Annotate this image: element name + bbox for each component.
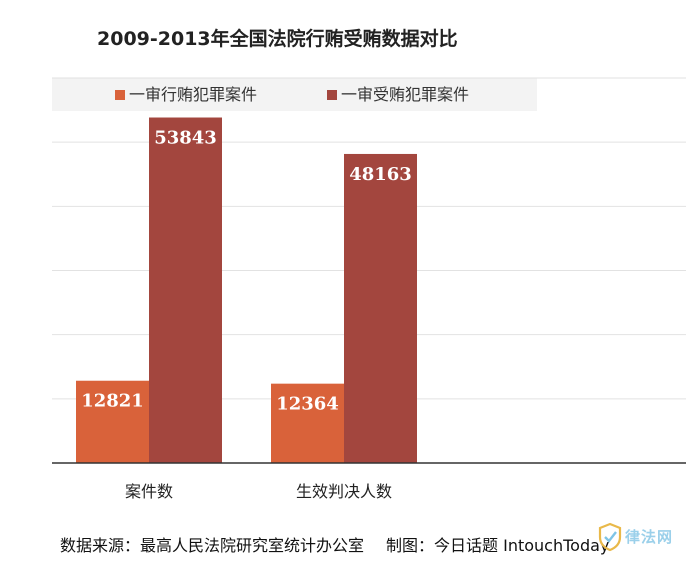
bar-value-label: 53843 xyxy=(154,128,217,149)
x-tick-label: 案件数 xyxy=(125,482,173,501)
x-tick-label: 生效判决人数 xyxy=(296,482,392,501)
source-note: 数据来源：最高人民法院研究室统计办公室 xyxy=(60,536,365,555)
bar-value-label: 12364 xyxy=(276,394,339,415)
bars xyxy=(76,117,417,463)
shield-logo-icon xyxy=(598,522,622,552)
legend-swatch xyxy=(327,90,337,100)
legend: 一审行贿犯罪案件 一审受贿犯罪案件 xyxy=(115,85,469,104)
legend-swatch xyxy=(115,90,125,100)
bar-bribe-giving-0 xyxy=(76,380,149,463)
value-labels: 12821 53843 12364 48163 xyxy=(81,128,412,415)
bar-bribe-taking-1 xyxy=(344,153,417,463)
legend-entry: 一审受贿犯罪案件 xyxy=(341,85,469,104)
bar-bribe-taking-0 xyxy=(149,117,222,463)
watermark-text: 律法网 xyxy=(625,528,674,546)
chart-title: 2009-2013年全国法院行贿受贿数据对比 xyxy=(97,28,458,50)
bar-value-label: 48163 xyxy=(349,164,412,185)
chart-credit: 制图：今日话题 IntouchToday xyxy=(386,536,610,555)
x-tick-labels: 案件数 生效判决人数 xyxy=(125,482,392,501)
footer: 数据来源：最高人民法院研究室统计办公室 制图：今日话题 IntouchToday xyxy=(60,532,609,556)
bar-bribe-giving-1 xyxy=(271,383,344,463)
legend-background xyxy=(52,78,537,111)
legend-entry: 一审行贿犯罪案件 xyxy=(129,85,257,104)
watermark: 律法网 xyxy=(597,520,687,554)
bar-value-label: 12821 xyxy=(81,391,144,412)
